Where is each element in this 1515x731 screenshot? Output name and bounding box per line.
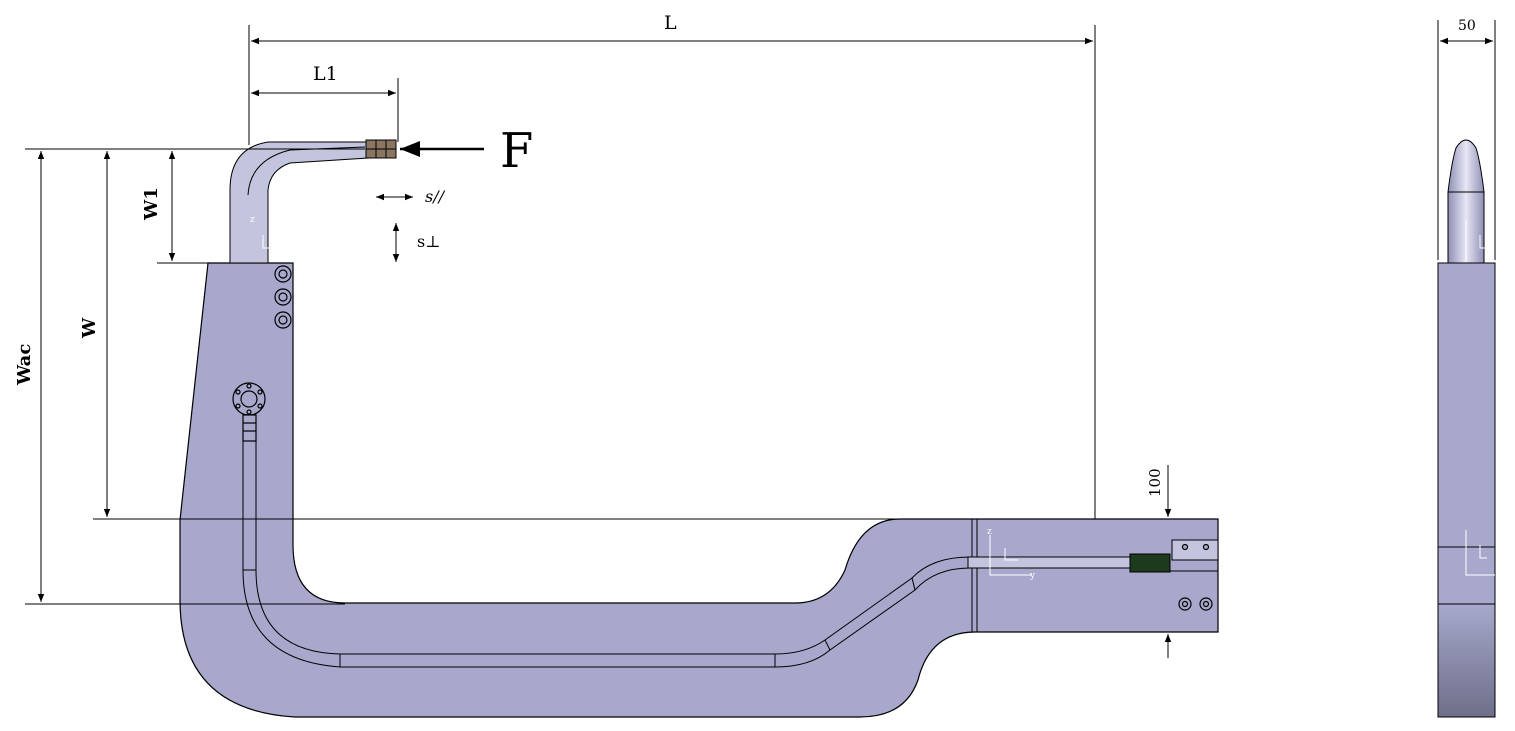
- label-thickness-100: 100: [1146, 468, 1164, 497]
- label-W1: W1: [141, 187, 162, 221]
- c-arm-body: [179, 262, 1219, 718]
- connector-block: [1129, 553, 1171, 573]
- svg-text:y: y: [1029, 571, 1036, 581]
- label-force: F: [500, 123, 533, 179]
- water-fitting: [232, 382, 266, 442]
- electrode-arm: [229, 139, 397, 264]
- label-W: W: [79, 317, 100, 339]
- label-Wac: Wac: [14, 344, 35, 386]
- svg-text:z: z: [250, 215, 255, 225]
- coordinate-axes-icon: z y z: [250, 215, 1036, 581]
- side-view: [1437, 20, 1496, 718]
- dimension-lines: [25, 25, 1172, 658]
- label-L1: L1: [313, 63, 338, 85]
- label-s-perp: s⊥: [417, 232, 440, 251]
- label-s-parallel: s//: [425, 187, 446, 206]
- bolts: [274, 265, 1213, 611]
- svg-text:z: z: [987, 527, 992, 537]
- label-width-50: 50: [1458, 18, 1476, 34]
- label-L: L: [664, 12, 677, 34]
